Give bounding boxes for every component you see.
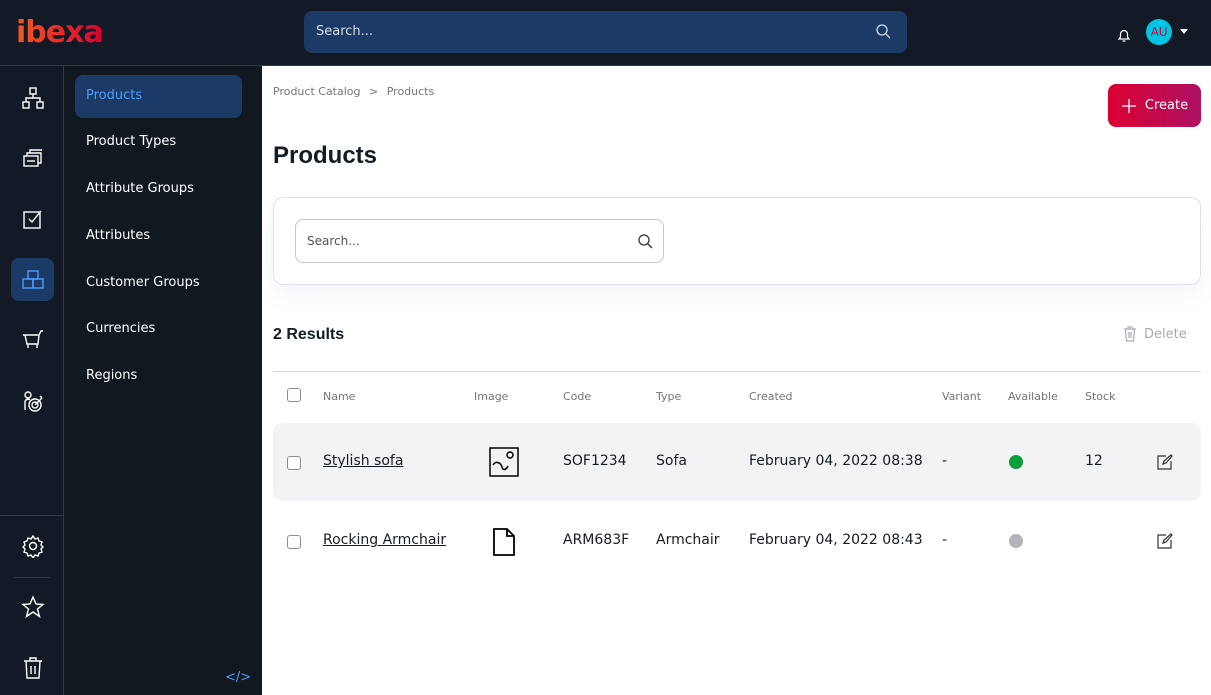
global-search-input[interactable]: Search... <box>304 11 907 53</box>
column-header-name[interactable]: Name <box>323 390 356 403</box>
breadcrumb: Product Catalog > Products <box>273 85 434 98</box>
trash-icon <box>1124 326 1136 342</box>
column-header-code[interactable]: Code <box>563 390 592 403</box>
product-type: Armchair <box>656 532 720 548</box>
icon-rail <box>0 66 64 695</box>
forms-icon[interactable] <box>11 136 54 179</box>
delete-label: Delete <box>1144 326 1187 342</box>
breadcrumb-product-catalog[interactable]: Product Catalog <box>273 85 361 98</box>
column-header-available: Available <box>1008 390 1058 403</box>
product-variant: - <box>942 532 948 548</box>
sidebar-item-attributes[interactable]: Attributes <box>86 228 151 243</box>
divider <box>14 577 50 578</box>
product-name-link[interactable]: Stylish sofa <box>323 453 404 469</box>
column-header-image: Image <box>474 390 509 403</box>
gear-icon[interactable] <box>11 524 54 567</box>
column-header-created[interactable]: Created <box>749 390 793 403</box>
sidebar-item-customer-groups[interactable]: Customer Groups <box>86 275 200 290</box>
search-icon[interactable] <box>875 23 891 39</box>
create-button[interactable]: Create <box>1108 84 1201 127</box>
available-status-dot <box>1009 455 1023 469</box>
search-placeholder: Search... <box>316 24 374 39</box>
column-header-type[interactable]: Type <box>656 390 682 403</box>
product-catalog-icon[interactable] <box>11 258 54 301</box>
row-checkbox[interactable] <box>287 456 301 470</box>
delete-button[interactable]: Delete <box>1122 326 1187 342</box>
chevron-down-icon[interactable] <box>1180 29 1188 34</box>
collapse-toggle-icon[interactable]: </> <box>225 670 252 685</box>
product-code: SOF1234 <box>563 453 627 469</box>
image-icon <box>489 447 519 477</box>
cart-icon[interactable] <box>11 319 54 362</box>
sidebar-item-regions[interactable]: Regions <box>86 368 138 383</box>
edit-icon[interactable] <box>1157 533 1173 549</box>
product-variant: - <box>942 453 948 469</box>
product-stock: 12 <box>1085 453 1103 469</box>
divider <box>0 515 63 516</box>
sidebar-item-attribute-groups[interactable]: Attribute Groups <box>86 181 194 196</box>
product-code: ARM683F <box>563 532 630 548</box>
product-name-link[interactable]: Rocking Armchair <box>323 532 447 548</box>
column-header-stock: Stock <box>1085 390 1116 403</box>
edit-icon[interactable] <box>1157 454 1173 470</box>
sidebar-item-currencies[interactable]: Currencies <box>86 321 156 336</box>
content-tree-icon[interactable] <box>11 76 54 119</box>
select-all-checkbox[interactable] <box>287 388 301 402</box>
product-created: February 04, 2022 08:38 <box>749 453 923 469</box>
file-icon <box>493 528 515 556</box>
table-row: Stylish sofa SOF1234 Sofa February 04, 2… <box>273 423 1201 501</box>
table-row: Rocking Armchair ARM683F Armchair Februa… <box>273 502 1201 580</box>
unavailable-status-dot <box>1009 534 1023 548</box>
top-bar: ibexa Search... AU <box>0 0 1211 66</box>
divider <box>273 371 1201 372</box>
page-title: Products <box>273 142 378 169</box>
sidebar-item-product-types[interactable]: Product Types <box>86 134 177 149</box>
trash-icon[interactable] <box>11 646 54 689</box>
checkbox-task-icon[interactable] <box>11 197 54 240</box>
filter-panel: Search... <box>273 197 1201 285</box>
row-checkbox[interactable] <box>287 535 301 549</box>
breadcrumb-separator: > <box>369 85 379 98</box>
bell-icon[interactable] <box>1116 27 1132 43</box>
sidebar-item-products[interactable]: Products <box>75 75 242 118</box>
product-created: February 04, 2022 08:43 <box>749 532 923 548</box>
product-type: Sofa <box>656 453 687 469</box>
star-icon[interactable] <box>11 585 54 628</box>
product-catalog-submenu: Products Product Types Attribute Groups … <box>64 66 262 695</box>
search-placeholder: Search... <box>307 234 360 248</box>
breadcrumb-products: Products <box>386 85 435 98</box>
ibexa-logo[interactable]: ibexa <box>16 15 104 50</box>
results-count: 2 Results <box>273 326 345 343</box>
main-content: Product Catalog > Products Create Produc… <box>262 66 1211 695</box>
plus-icon <box>1121 98 1136 113</box>
create-label: Create <box>1144 98 1189 113</box>
target-customer-icon[interactable] <box>11 380 54 423</box>
search-icon[interactable] <box>637 233 653 249</box>
product-search-input[interactable]: Search... <box>295 219 664 263</box>
avatar[interactable]: AU <box>1146 19 1172 45</box>
column-header-variant: Variant <box>942 390 982 403</box>
